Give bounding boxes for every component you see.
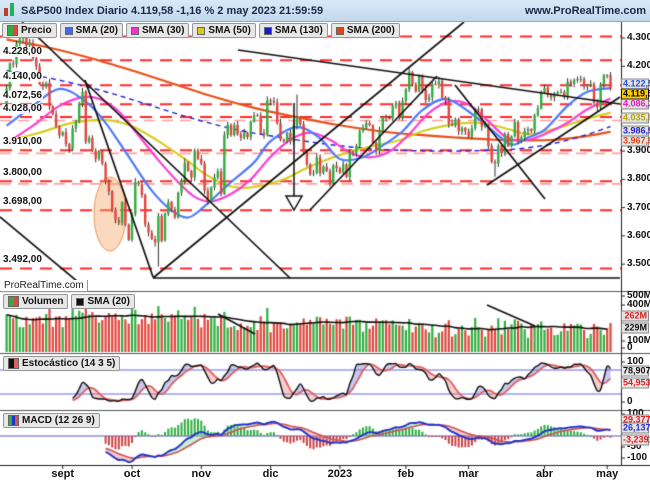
indicator-value-box: 4.086,39 xyxy=(621,98,650,110)
volume-sma-swatch-icon xyxy=(76,297,85,306)
level-label: 4.072,56 xyxy=(2,90,43,102)
price-tick: 3.900 xyxy=(627,145,650,157)
legend-item-sma50[interactable]: SMA (50) xyxy=(192,23,256,38)
indicator-value-box: 262M xyxy=(621,310,649,322)
macd-legend: MACD (12 26 9) xyxy=(3,413,100,428)
level-label: 3.492,00 xyxy=(2,254,43,266)
level-label: 3.698,00 xyxy=(2,196,43,208)
month-label: 2023 xyxy=(327,468,353,480)
volumen-swatch-icon xyxy=(8,296,19,307)
stoch-tick: 0 xyxy=(627,396,633,407)
sma200-swatch-icon xyxy=(335,26,344,35)
indicator-value-box: 3.967,93 xyxy=(621,135,650,147)
price-tick: 4.200 xyxy=(627,60,650,72)
legend-label: Estocástico (14 3 5) xyxy=(22,358,116,369)
price-tick: 3.500 xyxy=(627,258,650,270)
volume-tick: 500M xyxy=(627,290,650,301)
month-label: sept xyxy=(51,468,74,480)
volume-legend: Volumen SMA (20) xyxy=(3,294,135,309)
legend-item-macd[interactable]: MACD (12 26 9) xyxy=(3,413,100,428)
legend-item-sma30[interactable]: SMA (30) xyxy=(126,23,190,38)
indicator-value-box: 229M xyxy=(621,322,649,334)
volume-tick: 400M xyxy=(627,299,650,310)
sma130-swatch-icon xyxy=(263,26,272,35)
legend-label: Precio xyxy=(21,25,52,36)
volume-tick: 0 xyxy=(627,342,633,353)
legend-label: SMA (20) xyxy=(87,296,130,307)
macd-tick: -50 xyxy=(627,441,642,452)
price-tick: 3.800 xyxy=(627,173,650,185)
macd-tick: -100 xyxy=(627,452,648,463)
indicator-value-box: 4.035,93 xyxy=(621,112,650,124)
legend-item-sma130[interactable]: SMA (130) xyxy=(258,23,328,38)
indicator-value-box: 26,137 xyxy=(621,422,650,434)
level-label: 4.228,00 xyxy=(2,46,43,58)
legend-label: MACD (12 26 9) xyxy=(22,415,95,426)
instrument-title: S&P500 Index Diario 4.119,58 -1,16 % 2 m… xyxy=(21,4,324,17)
month-label: may xyxy=(596,468,619,480)
month-label: abr xyxy=(535,468,554,480)
sma20-swatch-icon xyxy=(64,26,73,35)
month-label: oct xyxy=(123,468,141,480)
month-label: mar xyxy=(458,468,479,480)
month-label: dic xyxy=(262,468,279,480)
legend-item-sma200[interactable]: SMA (200) xyxy=(330,23,400,38)
prorealtime-link[interactable]: www.ProRealTime.com xyxy=(524,4,646,17)
title-bar: S&P500 Index Diario 4.119,58 -1,16 % 2 m… xyxy=(0,0,650,22)
month-label: nov xyxy=(191,468,212,480)
legend-label: SMA (20) xyxy=(75,25,118,36)
indicator-value-box: 78,907 xyxy=(621,365,650,377)
level-label: 4.140,00 xyxy=(2,71,43,83)
legend-item-stochastic[interactable]: Estocástico (14 3 5) xyxy=(3,356,121,371)
legend-label: SMA (30) xyxy=(142,25,185,36)
legend-label: SMA (50) xyxy=(208,25,251,36)
legend-label: Volumen xyxy=(22,296,64,307)
legend-item-precio[interactable]: Precio xyxy=(2,23,57,38)
macd-tick: 100 xyxy=(627,408,644,419)
level-label: 3.910,00 xyxy=(2,136,43,148)
volume-tick: 100M xyxy=(627,335,650,346)
sma50-swatch-icon xyxy=(197,26,206,35)
legend-label: SMA (200) xyxy=(346,25,395,36)
prorealtime-watermark: ProRealTime.com xyxy=(1,280,88,292)
month-label: feb xyxy=(397,468,415,480)
legend-item-sma20[interactable]: SMA (20) xyxy=(59,23,123,38)
legend-item-volume-sma20[interactable]: SMA (20) xyxy=(71,294,135,309)
stoch-tick: 100 xyxy=(627,356,644,367)
indicator-value-box: 54,953 xyxy=(621,377,650,389)
stochastic-swatch-icon xyxy=(8,358,19,369)
last-price-box: 4.119,58 xyxy=(621,88,650,100)
price-tick: 3.700 xyxy=(627,201,650,213)
legend-label: SMA (130) xyxy=(274,25,323,36)
level-label: 4.028,00 xyxy=(2,102,43,114)
price-tick: 3.600 xyxy=(627,229,650,241)
legend-item-volumen[interactable]: Volumen xyxy=(3,294,69,309)
precio-swatch-icon xyxy=(7,25,18,36)
price-tick: 4.300 xyxy=(627,32,650,43)
level-label: 3.800,00 xyxy=(2,167,43,179)
stochastic-legend: Estocástico (14 3 5) xyxy=(3,356,121,371)
indicator-value-box: -3,2391 xyxy=(621,434,650,446)
macd-swatch-icon xyxy=(8,415,19,426)
price-legend: Precio SMA (20) SMA (30) SMA (50) SMA (1… xyxy=(2,23,400,38)
sma30-swatch-icon xyxy=(131,26,139,35)
candlestick-logo-icon xyxy=(4,3,17,18)
